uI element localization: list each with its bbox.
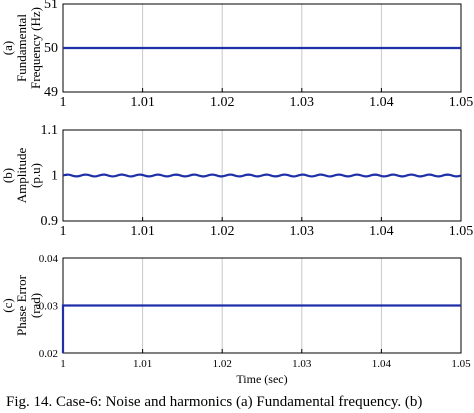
x-tick-label: 1.01 — [130, 95, 155, 110]
figure-caption: Fig. 14. Case-6: Noise and harmonics (a)… — [6, 394, 422, 410]
y-axis-label: (p.u) — [28, 163, 43, 188]
x-tick-label: 1.03 — [290, 224, 315, 239]
x-tick-label: 1.04 — [372, 358, 392, 370]
y-tick-label: 1 — [51, 169, 58, 184]
y-tick-label: 0.9 — [41, 214, 59, 229]
y-axis-label: (rad) — [28, 293, 43, 318]
y-axis-label: (b) — [0, 168, 15, 183]
y-tick-label: 0.03 — [39, 301, 59, 313]
x-tick-label: 1.01 — [133, 358, 152, 370]
series-line — [62, 173, 462, 178]
x-axis-label: Time (sec) — [236, 372, 287, 386]
y-axis-label: (c) — [0, 298, 15, 312]
x-tick-label: 1.02 — [213, 358, 232, 370]
x-tick-label: 1.03 — [290, 95, 315, 110]
y-tick-label: 50 — [44, 41, 58, 56]
panel-0: 1 1.01 1.02 1.03 1.04 1.05 49 50 51 (a) Fundamenta… — [0, 0, 473, 110]
y-tick-label: 0.02 — [39, 348, 58, 360]
panel-2: 1 1.01 1.02 1.03 1.04 1.05 0.02 0.03 0.04 (c) Phas… — [0, 253, 471, 386]
y-axis-label: (a) — [0, 41, 15, 55]
x-tick-label: 1.04 — [369, 95, 394, 110]
x-tick-label: 1.05 — [449, 224, 474, 239]
y-tick-label: 49 — [44, 85, 58, 100]
x-tick-label: 1.04 — [369, 224, 394, 239]
x-tick-label: 1.02 — [210, 224, 235, 239]
x-tick-label: 1.02 — [210, 95, 235, 110]
y-tick-label: 51 — [44, 0, 58, 12]
x-tick-label: 1.05 — [449, 95, 474, 110]
x-tick-label: 1 — [60, 358, 66, 370]
x-tick-label: 1 — [60, 95, 67, 110]
y-axis-label: Fundamental — [14, 14, 29, 82]
series-line — [61, 304, 461, 353]
y-axis-label: Amplitude — [14, 147, 29, 203]
x-tick-label: 1.03 — [292, 358, 312, 370]
x-tick-label: 1.05 — [451, 358, 471, 370]
y-axis-label: Frequency (Hz) — [28, 7, 43, 89]
x-tick-label: 1.01 — [130, 224, 155, 239]
y-axis-label: Phase Error — [14, 274, 29, 336]
panel-1: 1 1.01 1.02 1.03 1.04 1.050.911.1(b) Amplitude… — [0, 123, 473, 239]
y-tick-label: 1.1 — [41, 123, 59, 138]
y-tick-label: 0.04 — [39, 253, 59, 265]
x-tick-label: 1 — [60, 224, 67, 239]
